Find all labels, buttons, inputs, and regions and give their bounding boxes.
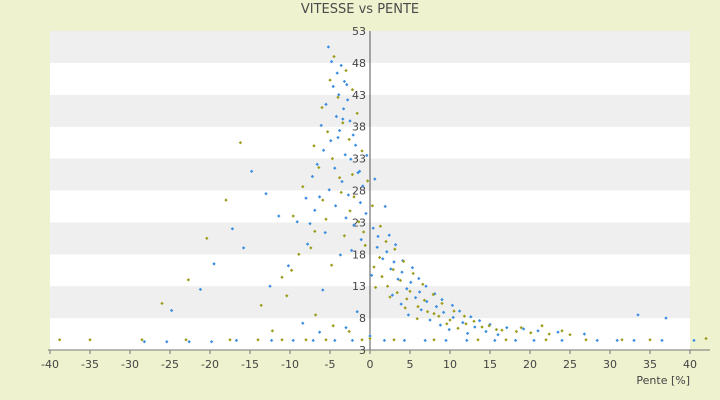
y-tick-label: 48 — [352, 57, 366, 70]
x-tick-label: 5 — [407, 358, 414, 371]
scatter-point-series-2 — [160, 301, 164, 306]
x-tick-label: 35 — [643, 358, 657, 371]
scatter-point-series-1 — [664, 316, 668, 320]
y-tick-label: 13 — [352, 280, 366, 293]
scatter-point-series-2 — [519, 325, 523, 330]
y-tick-label: 8 — [359, 312, 366, 325]
scatter-point-series-1 — [329, 59, 334, 64]
scatter-point-series-2 — [140, 338, 144, 342]
scatter-point-series-2 — [357, 220, 361, 224]
scatter-point-series-1 — [230, 227, 235, 231]
scatter-point-series-1 — [692, 338, 696, 343]
x-tick-label: -15 — [241, 358, 259, 371]
scatter-point-series-2 — [88, 338, 92, 342]
chart-title: VITESSE vs PENTE — [300, 2, 420, 17]
scatter-point-series-2 — [350, 172, 355, 177]
scatter-point-series-1 — [345, 82, 349, 87]
scatter-point-series-2 — [328, 78, 332, 82]
x-axis-label: Pente [%] — [636, 374, 690, 387]
scatter-point-series-2 — [317, 165, 321, 170]
y-tick-label: 53 — [352, 25, 366, 38]
x-tick-label: 10 — [443, 358, 457, 371]
x-tick-label: -20 — [201, 358, 219, 371]
x-tick-label: 25 — [563, 358, 577, 371]
scatter-point-series-1 — [358, 200, 363, 205]
scatter-point-series-1 — [277, 214, 281, 218]
scatter-point-series-1 — [334, 114, 339, 119]
y-tick-label: 43 — [352, 89, 366, 102]
x-tick-label: -30 — [121, 358, 139, 371]
scatter-point-series-1 — [331, 84, 335, 89]
scatter-point-series-2 — [350, 87, 355, 92]
scatter-point-series-2 — [344, 68, 348, 73]
scatter-point-series-1 — [341, 107, 346, 111]
scatter-point-series-2 — [228, 338, 232, 342]
scatter-point-series-2 — [341, 121, 345, 125]
scatter-point-series-1 — [342, 79, 347, 84]
scatter-point-series-1 — [333, 166, 337, 170]
scatter-point-series-1 — [187, 340, 191, 344]
scatter-point-series-2 — [540, 324, 544, 328]
y-tick-label: 28 — [352, 185, 366, 198]
scatter-point-series-1 — [310, 174, 315, 179]
scatter-point-series-1 — [198, 287, 203, 292]
scatter-point-series-1 — [365, 153, 369, 158]
scatter-point-series-2 — [320, 105, 324, 110]
scatter-point-series-2 — [330, 156, 335, 161]
scatter-point-series-2 — [342, 234, 347, 238]
x-tick-label: -10 — [281, 358, 299, 371]
x-tick-label: -35 — [81, 358, 99, 371]
scatter-point-series-1 — [165, 340, 169, 344]
x-tick-label: -40 — [41, 358, 59, 371]
y-tick-label: 3 — [359, 344, 366, 357]
scatter-point-series-2 — [393, 247, 397, 251]
x-tick-label: -25 — [161, 358, 179, 371]
scatter-point-series-1 — [385, 250, 389, 254]
scatter-point-series-1 — [341, 117, 345, 121]
scatter-point-series-2 — [186, 278, 191, 282]
x-tick-label: 15 — [483, 358, 497, 371]
x-tick-label: 40 — [683, 358, 697, 371]
scatter-point-series-1 — [636, 313, 640, 317]
scatter-point-series-2 — [301, 184, 305, 189]
scatter-point-series-1 — [142, 340, 147, 344]
scatter-point-series-1 — [234, 338, 239, 343]
scatter-point-series-2 — [370, 204, 375, 208]
y-tick-label: 18 — [352, 248, 366, 261]
scatter-point-series-1 — [361, 184, 365, 188]
scatter-point-series-2 — [238, 140, 243, 145]
scatter-point-series-2 — [309, 246, 313, 250]
scatter-point-series-2 — [313, 229, 317, 234]
scatter-point-series-2 — [336, 95, 340, 100]
scatter-point-series-1 — [326, 45, 331, 49]
scatter-point-series-1 — [329, 139, 333, 143]
scatter-point-series-2 — [57, 338, 62, 342]
scatter-point-series-1 — [349, 157, 353, 161]
x-tick-label: -5 — [325, 358, 336, 371]
scatter-point-series-2 — [378, 224, 383, 228]
scatter-point-series-1 — [169, 308, 174, 313]
scatter-point-series-2 — [184, 338, 188, 342]
scatter-point-series-1 — [345, 98, 350, 102]
scatter-point-series-2 — [297, 252, 301, 256]
scatter-point-series-2 — [332, 54, 336, 59]
y-tick-label: 33 — [352, 153, 366, 166]
scatter-point-series-1 — [337, 93, 341, 97]
x-tick-label: 0 — [367, 358, 374, 371]
scatter-point-series-1 — [373, 177, 377, 181]
scatter-point-series-1 — [313, 208, 317, 212]
scatter-point-series-1 — [212, 262, 216, 266]
scatter-point-series-2 — [321, 198, 325, 202]
x-tick-label: 20 — [523, 358, 537, 371]
y-tick-label: 38 — [352, 121, 366, 134]
scatter-point-series-1 — [338, 253, 343, 257]
scatter-point-series-1 — [346, 193, 351, 197]
scatter-point-series-1 — [348, 119, 352, 123]
scatter-point-series-2 — [704, 336, 708, 341]
x-tick-label: 30 — [603, 358, 617, 371]
